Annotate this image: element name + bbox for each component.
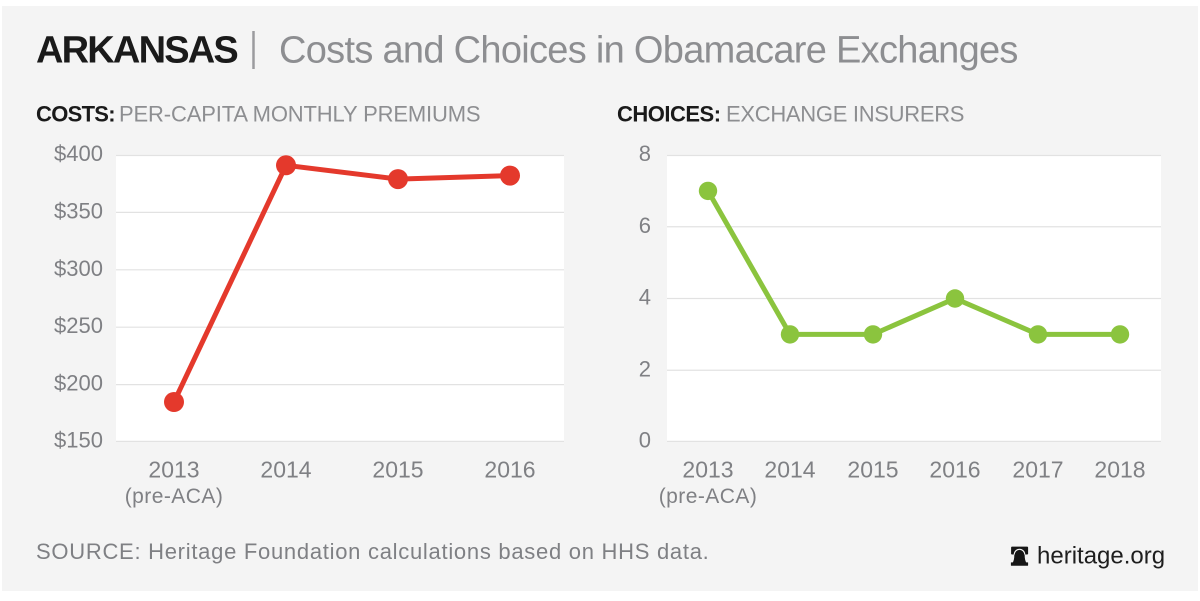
svg-text:2015: 2015: [372, 457, 423, 483]
svg-text:$150: $150: [54, 427, 103, 452]
svg-text:$350: $350: [54, 198, 103, 223]
svg-text:2018: 2018: [1094, 457, 1145, 483]
svg-text:$400: $400: [54, 141, 103, 166]
svg-text:(pre-ACA): (pre-ACA): [659, 485, 758, 508]
svg-text:2015: 2015: [847, 457, 898, 483]
svg-text:8: 8: [639, 141, 651, 166]
svg-text:2014: 2014: [260, 457, 311, 483]
svg-text:2016: 2016: [484, 457, 535, 483]
svg-text:2016: 2016: [929, 457, 980, 483]
svg-text:2013: 2013: [148, 457, 199, 483]
svg-text:ARKANSAS: ARKANSAS: [36, 30, 237, 72]
svg-text:2017: 2017: [1012, 457, 1063, 483]
svg-text:Costs and Choices in Obamacare: Costs and Choices in Obamacare Exchanges: [279, 30, 1018, 72]
svg-text:COSTS:: COSTS:: [36, 102, 115, 127]
svg-text:6: 6: [639, 213, 651, 238]
svg-text:4: 4: [639, 285, 651, 310]
svg-text:PER-CAPITA MONTHLY PREMIUMS: PER-CAPITA MONTHLY PREMIUMS: [119, 102, 480, 127]
svg-text:EXCHANGE INSURERS: EXCHANGE INSURERS: [726, 102, 964, 127]
svg-text:0: 0: [639, 427, 651, 452]
svg-text:heritage.org: heritage.org: [1037, 543, 1165, 570]
svg-text:$200: $200: [54, 371, 103, 396]
svg-text:2: 2: [639, 356, 651, 381]
svg-text:2014: 2014: [764, 457, 815, 483]
svg-text:CHOICES:: CHOICES:: [617, 102, 721, 127]
svg-text:2013: 2013: [682, 457, 733, 483]
svg-text:(pre-ACA): (pre-ACA): [125, 485, 224, 508]
svg-text:SOURCE: Heritage Foundation ca: SOURCE: Heritage Foundation calculations…: [36, 539, 710, 564]
svg-text:$250: $250: [54, 313, 103, 338]
svg-text:$300: $300: [54, 256, 103, 281]
